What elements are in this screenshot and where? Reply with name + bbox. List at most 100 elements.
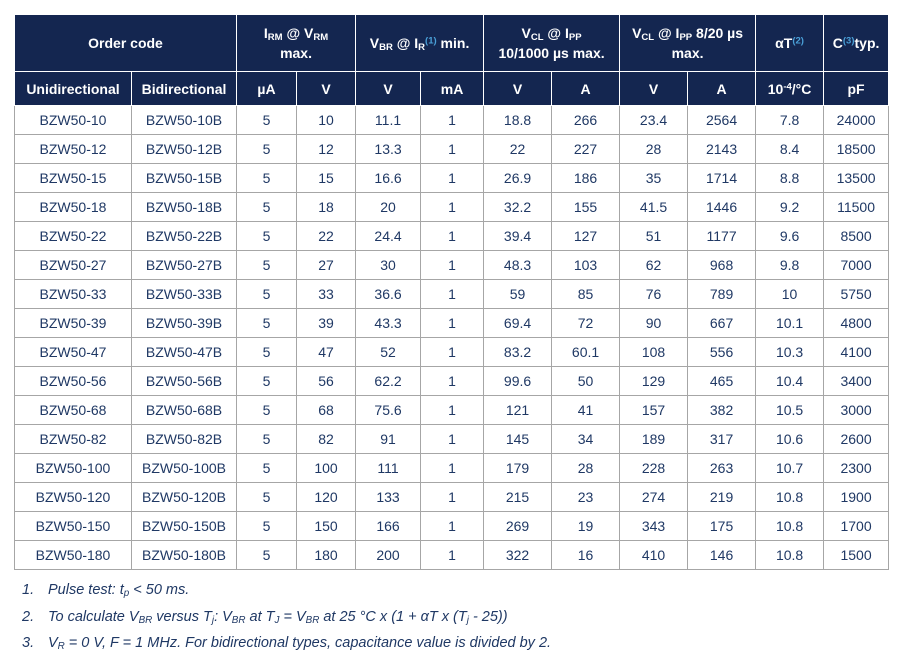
table-cell: 189 xyxy=(619,424,689,454)
table-cell: 5 xyxy=(236,221,298,251)
table-row: BZW50-47 BZW50-47B 5 47 52 1 83.2 60.1 108 556 10.… xyxy=(14,337,890,367)
column-group-header: VBR @ IR(1) min. xyxy=(355,14,485,72)
table-cell: 1714 xyxy=(687,163,757,193)
table-row: BZW50-39 BZW50-39B 5 39 43.3 1 69.4 72 90 667 10.1… xyxy=(14,308,890,338)
table-cell: 5 xyxy=(236,337,298,367)
table-cell: BZW50-10 xyxy=(14,105,132,135)
table-cell: 227 xyxy=(551,134,621,164)
table-cell: 120 xyxy=(296,482,357,512)
table-cell: 1 xyxy=(420,279,485,309)
table-cell: 7.8 xyxy=(755,105,825,135)
table-cell: 28 xyxy=(619,134,689,164)
table-cell: 1 xyxy=(420,540,485,570)
table-cell: BZW50-180 xyxy=(14,540,132,570)
table-cell: BZW50-10B xyxy=(130,105,238,135)
table-cell: 8500 xyxy=(823,221,890,251)
table-cell: 60.1 xyxy=(551,337,621,367)
table-cell: 5750 xyxy=(823,279,890,309)
table-cell: 10.7 xyxy=(755,453,825,483)
table-cell: BZW50-33 xyxy=(14,279,132,309)
table-cell: 10 xyxy=(296,105,357,135)
table-cell: 10.4 xyxy=(755,366,825,396)
table-cell: 5 xyxy=(236,453,298,483)
table-row: BZW50-27 BZW50-27B 5 27 30 1 48.3 103 62 968 9.8 70… xyxy=(14,250,890,280)
table-cell: 127 xyxy=(551,221,621,251)
table-cell: 91 xyxy=(355,424,422,454)
table-cell: 150 xyxy=(296,511,357,541)
table-cell: 1 xyxy=(420,192,485,222)
footnote-number: 3. xyxy=(22,635,35,652)
table-cell: 10.1 xyxy=(755,308,825,338)
table-cell: 34 xyxy=(551,424,621,454)
table-cell: 30 xyxy=(355,250,422,280)
table-cell: 1446 xyxy=(687,192,757,222)
table-cell: 5 xyxy=(236,279,298,309)
table-cell: 556 xyxy=(687,337,757,367)
table-cell: 5 xyxy=(236,250,298,280)
table-cell: BZW50-68 xyxy=(14,395,132,425)
table-cell: 8.8 xyxy=(755,163,825,193)
table-cell: 12 xyxy=(296,134,357,164)
table-cell: 129 xyxy=(619,366,689,396)
footnote-text: VR = 0 V, F = 1 MHz. For bidirectional t… xyxy=(48,635,552,653)
table-cell: BZW50-150 xyxy=(14,511,132,541)
table-cell: 85 xyxy=(551,279,621,309)
table-cell: 1700 xyxy=(823,511,890,541)
table-cell: 274 xyxy=(619,482,689,512)
table-cell: 133 xyxy=(355,482,422,512)
table-cell: 382 xyxy=(687,395,757,425)
column-header: Bidirectional xyxy=(130,71,238,106)
table-cell: 9.8 xyxy=(755,250,825,280)
table-cell: 5 xyxy=(236,540,298,570)
table-cell: 75.6 xyxy=(355,395,422,425)
table-cell: 1 xyxy=(420,250,485,280)
footnote: 1. Pulse test: tp < 50 ms. xyxy=(22,581,888,601)
footnote-text: Pulse test: tp < 50 ms. xyxy=(48,582,190,600)
table-cell: BZW50-150B xyxy=(130,511,238,541)
table-cell: 5 xyxy=(236,395,298,425)
table-cell: 410 xyxy=(619,540,689,570)
column-header: V xyxy=(619,71,689,106)
table-cell: 2600 xyxy=(823,424,890,454)
table-cell: 18.8 xyxy=(483,105,553,135)
table-row: BZW50-56 BZW50-56B 5 56 62.2 1 99.6 50 129 465 10.… xyxy=(14,366,890,396)
footnote: 3. VR = 0 V, F = 1 MHz. For bidirectional… xyxy=(22,634,888,654)
table-cell: 180 xyxy=(296,540,357,570)
column-header: V xyxy=(483,71,553,106)
table-cell: 1177 xyxy=(687,221,757,251)
table-cell: 1 xyxy=(420,337,485,367)
table-row: BZW50-33 BZW50-33B 5 33 36.6 1 59 85 76 789 10 5750 xyxy=(14,279,890,309)
table-cell: 51 xyxy=(619,221,689,251)
table-cell: 82 xyxy=(296,424,357,454)
table-cell: 76 xyxy=(619,279,689,309)
table-cell: BZW50-100 xyxy=(14,453,132,483)
column-header: 10-4/°C xyxy=(755,71,825,106)
table-row: BZW50-120 BZW50-120B 5 120 133 1 215 23 274 219 10… xyxy=(14,482,890,512)
table-cell: 83.2 xyxy=(483,337,553,367)
table-cell: 10.8 xyxy=(755,511,825,541)
footnote-reference: (1) xyxy=(425,35,437,47)
column-header: A xyxy=(687,71,757,106)
table-cell: BZW50-39B xyxy=(130,308,238,338)
table-cell: BZW50-82 xyxy=(14,424,132,454)
table-cell: 16.6 xyxy=(355,163,422,193)
table-cell: 56 xyxy=(296,366,357,396)
column-group-header: Order code xyxy=(13,14,238,72)
table-cell: BZW50-180B xyxy=(130,540,238,570)
table-cell: 3000 xyxy=(823,395,890,425)
column-header: pF xyxy=(823,71,890,106)
footnotes: 1. Pulse test: tp < 50 ms. 2. To calculate … xyxy=(14,581,888,654)
table-header: Order code IRM @ VRM max. VBR @ IR(1) min. V… xyxy=(13,14,890,106)
table-cell: 465 xyxy=(687,366,757,396)
table-cell: 19 xyxy=(551,511,621,541)
footnote-number: 2. xyxy=(22,608,35,625)
table-row: BZW50-150 BZW50-150B 5 150 166 1 269 19 343 175 10… xyxy=(14,511,890,541)
column-header: Unidirectional xyxy=(14,71,132,106)
table-cell: 145 xyxy=(483,424,553,454)
table-cell: 5 xyxy=(236,308,298,338)
table-row: BZW50-12 BZW50-12B 5 12 13.3 1 22 227 28 2143 8.4 1… xyxy=(14,134,890,164)
table-cell: 24.4 xyxy=(355,221,422,251)
table-cell: 179 xyxy=(483,453,553,483)
table-cell: 4100 xyxy=(823,337,890,367)
